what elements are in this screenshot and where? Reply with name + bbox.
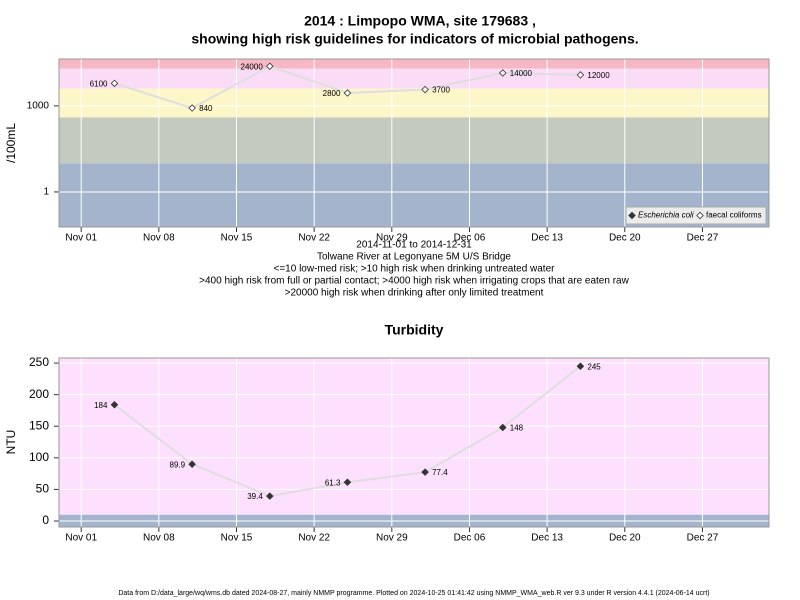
annotation: >20000 high risk when drinking after onl… (285, 288, 544, 299)
data-point (498, 69, 507, 77)
risk-band (59, 117, 769, 164)
data-point (110, 400, 119, 409)
data-label: 39.4 (247, 492, 263, 501)
data-label: 61.3 (325, 478, 341, 487)
data-label: 12000 (587, 71, 610, 80)
data-label: 6100 (90, 79, 108, 88)
y-tick-label: 1 (43, 187, 49, 198)
risk-band (59, 68, 769, 89)
y-axis-label: NTU (4, 430, 18, 455)
x-tick-label: Nov 08 (143, 533, 175, 544)
data-point (498, 423, 507, 432)
x-tick-label: Dec 20 (609, 233, 641, 244)
y-tick-label: 1000 (27, 101, 50, 112)
y-tick-label: 150 (29, 418, 49, 432)
data-label: 3700 (432, 86, 450, 95)
x-tick-label: Nov 08 (143, 233, 175, 244)
x-tick-label: Dec 13 (531, 533, 563, 544)
x-tick-label: Dec 13 (531, 233, 563, 244)
x-tick-label: Nov 01 (65, 533, 97, 544)
data-point (188, 460, 196, 468)
data-label: 840 (199, 104, 213, 113)
x-tick-label: Dec 27 (687, 233, 719, 244)
x-tick-label: Dec 06 (454, 533, 486, 544)
data-label: 89.9 (170, 460, 186, 469)
annotation: <=10 low-med risk; >10 high risk when dr… (274, 264, 556, 275)
y-tick-label: 250 (29, 355, 49, 369)
data-label: 14000 (510, 69, 533, 78)
legend-label: Escherichia coli (638, 211, 694, 220)
y-tick-label: 0 (42, 513, 49, 527)
data-point (421, 468, 429, 476)
data-label: 77.4 (432, 468, 448, 477)
x-tick-label: Dec 20 (609, 533, 641, 544)
legend-marker (628, 211, 636, 220)
data-point (188, 104, 196, 112)
y-axis-label: /100mL (4, 123, 18, 163)
x-tick-label: Nov 22 (298, 533, 330, 544)
y-tick-label: 100 (29, 450, 49, 464)
annotation: 2014-11-01 to 2014-12-31 (356, 240, 472, 251)
plot-frame (58, 357, 770, 528)
data-point (266, 62, 274, 71)
y-tick-label: 200 (29, 387, 49, 401)
data-label: 245 (587, 362, 601, 371)
data-point (576, 71, 585, 79)
x-tick-label: Dec 27 (687, 533, 719, 544)
risk-band (59, 59, 769, 69)
data-point (421, 85, 429, 94)
x-tick-label: Nov 15 (221, 233, 253, 244)
data-label: 148 (510, 424, 524, 433)
data-label: 184 (94, 401, 108, 410)
risk-band (59, 88, 769, 118)
data-point (343, 478, 352, 487)
footer: Data from D:/data_large/wq/wms.db dated … (118, 590, 709, 597)
chart-subtitle: showing high risk guidelines for indicat… (191, 31, 638, 47)
x-tick-label: Nov 22 (298, 233, 330, 244)
y-tick-label: 50 (36, 482, 50, 496)
legend-box (625, 206, 767, 225)
x-tick-label: Nov 15 (221, 533, 253, 544)
risk-band (59, 358, 769, 515)
x-tick-label: Nov 01 (65, 233, 97, 244)
legend-label: faecal coliforms (706, 211, 762, 220)
data-label: 24000 (241, 62, 264, 71)
chart-title: 2014 : Limpopo WMA, site 179683 , (304, 13, 536, 29)
data-label: 2800 (323, 89, 341, 98)
data-point (343, 89, 352, 97)
legend-marker (696, 211, 704, 220)
annotation: >400 high risk from full or partial cont… (199, 276, 629, 287)
data-point (576, 362, 585, 370)
annotation: Tolwane River at Legonyane 5M U/S Bridge (317, 252, 511, 263)
x-tick-label: Nov 29 (376, 233, 408, 244)
data-point (110, 79, 119, 88)
x-tick-label: Nov 29 (376, 533, 408, 544)
chart-title: Turbidity (385, 322, 444, 338)
plot-frame (58, 58, 770, 228)
x-tick-label: Dec 06 (454, 233, 486, 244)
data-point (266, 492, 274, 500)
